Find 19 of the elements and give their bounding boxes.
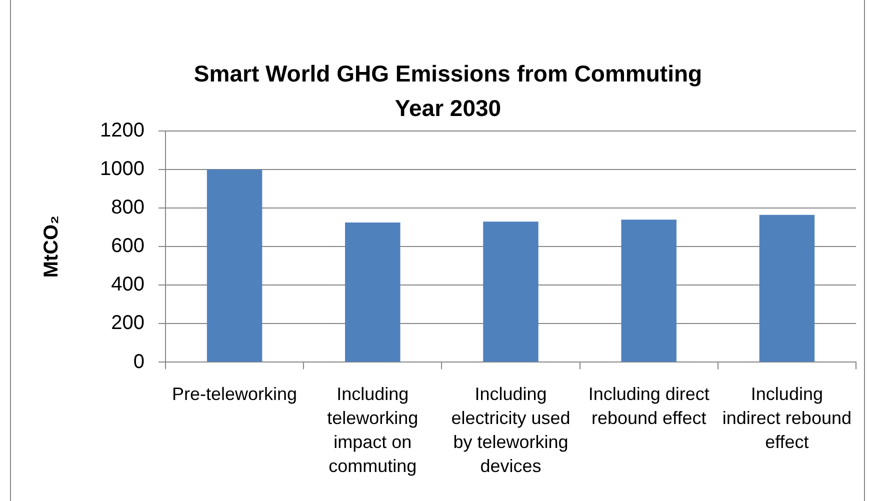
x-tick-label: Including indirect rebound effect (722, 384, 852, 452)
x-tick-label: Including direct rebound effect (588, 384, 710, 428)
bar (345, 222, 400, 362)
bar (759, 214, 815, 362)
chart-title: Smart World GHG Emissions from Commuting Year 2030 (194, 60, 702, 122)
y-axis-title: MtCO₂ (40, 216, 63, 278)
y-tick-label: 200 (111, 312, 144, 334)
y-tick-label: 1000 (100, 158, 144, 180)
y-tick-label: 1200 (100, 120, 144, 142)
x-tick-label: Including teleworking impact on commuting (327, 384, 418, 476)
y-tick-label: 400 (111, 274, 144, 296)
bar (621, 220, 676, 362)
x-tick-label: Including electricity used by teleworking devices (451, 384, 570, 476)
y-tick-label: 600 (111, 235, 144, 258)
y-tick-label: 0 (133, 350, 144, 373)
x-tick-label: Pre-teleworking (172, 384, 298, 404)
bar (483, 222, 538, 362)
y-tick-label: 800 (111, 196, 144, 219)
bar (206, 170, 262, 362)
